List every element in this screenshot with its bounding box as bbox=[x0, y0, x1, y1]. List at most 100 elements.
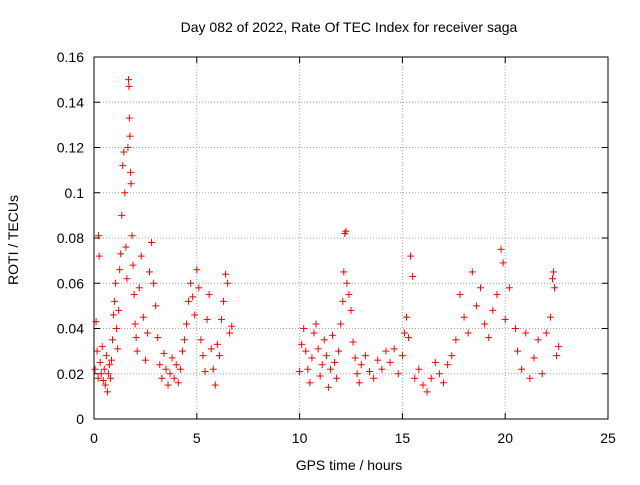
data-point-marker bbox=[99, 377, 107, 385]
data-point-marker bbox=[110, 311, 118, 319]
data-point-marker bbox=[94, 374, 102, 382]
data-point-marker bbox=[374, 356, 382, 364]
data-point-marker bbox=[472, 302, 480, 310]
data-point-marker bbox=[411, 374, 419, 382]
data-point-marker bbox=[98, 343, 106, 351]
data-point-marker bbox=[228, 322, 236, 330]
data-point-marker bbox=[189, 293, 197, 301]
data-point-marker bbox=[337, 320, 345, 328]
data-point-marker bbox=[158, 374, 166, 382]
data-point-marker bbox=[128, 232, 136, 240]
axis-layer: 0 5 10 15 20 25 0 0.02 0.04 0.06 0.08 0.1 0.12 0.14 0.… bbox=[57, 49, 616, 446]
data-point-marker bbox=[224, 279, 232, 287]
data-point-marker bbox=[133, 347, 141, 355]
y-tick-label: 0.04 bbox=[57, 321, 84, 337]
x-tick-label: 5 bbox=[193, 430, 201, 446]
data-point-marker bbox=[322, 352, 330, 360]
data-point-marker bbox=[191, 311, 199, 319]
data-point-marker bbox=[185, 297, 193, 305]
y-tick-label: 0.02 bbox=[57, 366, 84, 382]
data-point-marker bbox=[302, 347, 310, 355]
data-point-marker bbox=[95, 252, 103, 260]
data-point-marker bbox=[122, 243, 130, 251]
data-point-marker bbox=[125, 82, 133, 90]
x-axis-label: GPS time / hours bbox=[296, 457, 403, 473]
data-point-marker bbox=[361, 352, 369, 360]
data-point-marker bbox=[499, 259, 507, 267]
data-point-marker bbox=[339, 297, 347, 305]
data-point-marker bbox=[366, 367, 374, 375]
data-point-marker bbox=[333, 374, 341, 382]
data-point-marker bbox=[370, 374, 378, 382]
data-point-marker bbox=[349, 338, 357, 346]
data-points-layer bbox=[91, 76, 563, 396]
data-point-marker bbox=[112, 279, 120, 287]
data-point-marker bbox=[105, 361, 113, 369]
data-point-marker bbox=[96, 358, 104, 366]
data-point-marker bbox=[538, 370, 546, 378]
data-point-marker bbox=[160, 349, 168, 357]
y-tick-label: 0.14 bbox=[57, 94, 84, 110]
data-point-marker bbox=[127, 180, 135, 188]
data-point-marker bbox=[209, 365, 217, 373]
data-point-marker bbox=[405, 334, 413, 342]
y-tick-label: 0.12 bbox=[57, 140, 84, 156]
data-point-marker bbox=[156, 361, 164, 369]
data-point-marker bbox=[139, 313, 147, 321]
data-point-marker bbox=[493, 291, 501, 299]
data-point-marker bbox=[351, 354, 359, 362]
data-point-marker bbox=[505, 284, 513, 292]
data-point-marker bbox=[548, 275, 556, 283]
data-point-marker bbox=[148, 239, 156, 247]
data-point-marker bbox=[489, 306, 497, 314]
data-point-marker bbox=[518, 365, 526, 373]
data-point-marker bbox=[121, 189, 129, 197]
y-tick-label: 0.16 bbox=[57, 49, 84, 65]
data-point-marker bbox=[220, 297, 228, 305]
data-point-marker bbox=[300, 325, 308, 332]
data-point-marker bbox=[464, 329, 472, 337]
data-point-marker bbox=[100, 365, 108, 373]
data-point-marker bbox=[150, 279, 158, 287]
data-point-marker bbox=[152, 302, 160, 310]
data-point-marker bbox=[497, 245, 505, 253]
data-point-marker bbox=[217, 315, 225, 323]
data-point-marker bbox=[130, 291, 138, 299]
data-point-marker bbox=[308, 354, 316, 362]
data-point-marker bbox=[111, 297, 119, 305]
data-point-marker bbox=[124, 144, 132, 151]
data-point-marker bbox=[137, 252, 145, 260]
data-point-marker bbox=[456, 291, 464, 299]
data-point-marker bbox=[318, 361, 326, 369]
x-tick-label: 10 bbox=[292, 430, 308, 446]
data-point-marker bbox=[357, 361, 365, 369]
data-point-marker bbox=[435, 370, 443, 378]
data-point-marker bbox=[534, 336, 542, 344]
data-point-marker bbox=[296, 367, 304, 375]
data-point-marker bbox=[187, 279, 195, 287]
data-point-marker bbox=[347, 306, 355, 314]
data-point-marker bbox=[542, 329, 550, 337]
data-point-marker bbox=[320, 336, 328, 344]
y-tick-label: 0 bbox=[76, 411, 84, 427]
x-tick-label: 15 bbox=[395, 430, 411, 446]
data-point-marker bbox=[353, 370, 361, 378]
data-point-marker bbox=[481, 320, 489, 328]
data-point-marker bbox=[170, 374, 178, 382]
data-point-marker bbox=[403, 313, 411, 321]
chart-title: Day 082 of 2022, Rate Of TEC Index for r… bbox=[181, 19, 518, 35]
data-point-marker bbox=[126, 132, 134, 140]
data-point-marker bbox=[109, 336, 117, 344]
data-point-marker bbox=[546, 313, 554, 321]
data-point-marker bbox=[207, 345, 215, 353]
data-point-marker bbox=[174, 379, 182, 387]
data-point-marker bbox=[193, 266, 201, 274]
data-point-marker bbox=[95, 232, 103, 240]
data-point-marker bbox=[106, 374, 114, 382]
data-point-marker bbox=[343, 279, 351, 287]
data-point-marker bbox=[400, 329, 408, 337]
data-point-marker bbox=[328, 331, 336, 339]
data-point-marker bbox=[423, 388, 431, 396]
data-point-marker bbox=[314, 345, 322, 353]
